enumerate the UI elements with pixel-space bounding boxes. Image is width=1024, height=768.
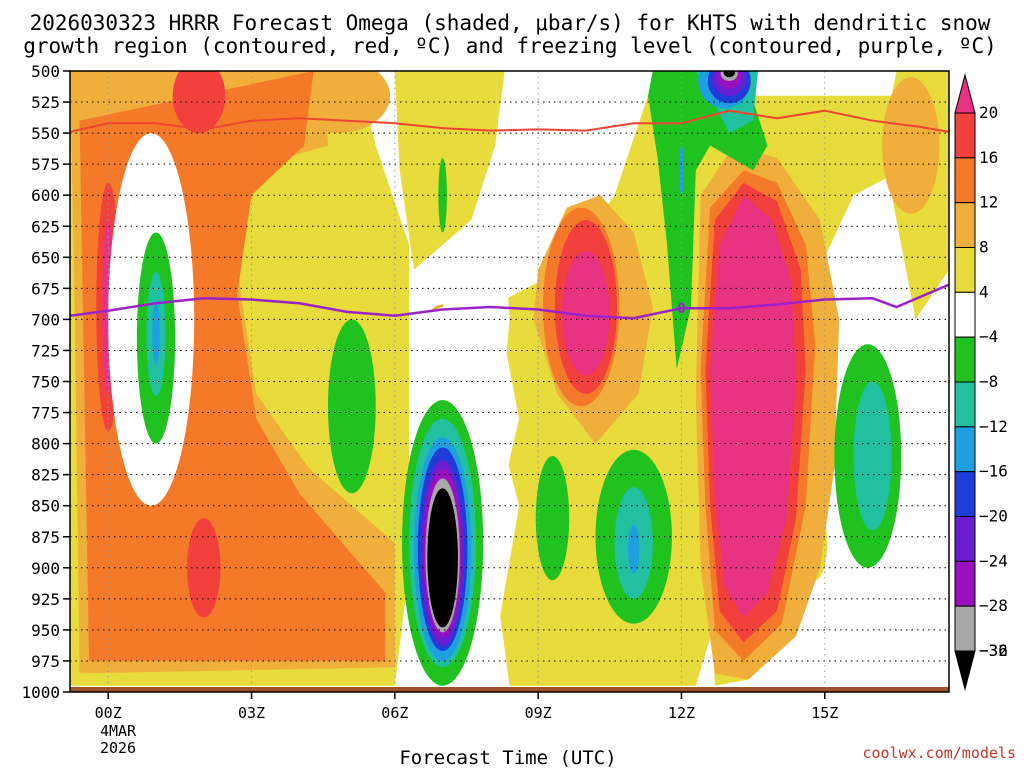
freezing-level-label: 0 — [677, 301, 685, 317]
colorbar-label-10: −24 — [979, 551, 1008, 570]
plot-area: 0 — [70, 71, 949, 692]
x-tick-label-12Z: 12Z — [668, 704, 695, 722]
y-tick-label-550: 550 — [31, 124, 60, 143]
omega-area-32 — [648, 71, 768, 370]
omega-area-11 — [882, 77, 940, 214]
colorbar-label-0: 20 — [979, 103, 998, 122]
y-tick-label-725: 725 — [31, 341, 60, 360]
colorbar-swatch-9 — [954, 471, 976, 517]
contour-lines: 0 — [70, 109, 949, 320]
colorbar-swatch-10 — [954, 516, 976, 562]
y-tick-label-600: 600 — [31, 186, 60, 205]
y-tick-label-850: 850 — [31, 497, 60, 516]
x-tick-label-06Z: 06Z — [381, 704, 408, 722]
omega-area-17 — [187, 518, 221, 618]
y-tick-label-625: 625 — [31, 217, 60, 236]
y-tick-label-925: 925 — [31, 590, 60, 609]
colorbar-label-3: 8 — [979, 238, 989, 257]
colorbar-swatch-3 — [954, 202, 976, 249]
ground-strip — [70, 687, 949, 692]
colorbar-swatch-2 — [954, 157, 976, 204]
y-tick-label-675: 675 — [31, 279, 60, 298]
colorbar-label-9: −20 — [979, 507, 1008, 526]
x-tick-label-00Z: 00Z — [95, 704, 122, 722]
colorbar-label-13: −36 — [979, 641, 1008, 660]
y-tick-label-800: 800 — [31, 435, 60, 454]
colorbar-label-5: −4 — [979, 327, 998, 346]
y-tick-label-525: 525 — [31, 93, 60, 112]
omega-area-21 — [562, 251, 610, 376]
omega-area-40 — [627, 524, 640, 575]
colorbar-swatch-7 — [954, 381, 976, 428]
omega-area-52 — [723, 71, 735, 78]
colorbar-label-6: −8 — [979, 372, 998, 391]
colorbar-swatch-12 — [954, 605, 976, 652]
colorbar-swatch-1 — [954, 112, 976, 159]
x-tick-label-09Z: 09Z — [525, 704, 552, 722]
y-tick-label-775: 775 — [31, 404, 60, 423]
y-axis: 500 525 550 575 600 625 650 675 700 725 750 775 800 8… — [21, 62, 70, 702]
y-tick-label-950: 950 — [31, 621, 60, 640]
source-credit: coolwx.com/models — [862, 744, 1016, 762]
omega-area-51 — [427, 488, 458, 628]
colorbar-cap-bottom — [954, 650, 976, 691]
y-tick-label-975: 975 — [31, 652, 60, 671]
omega-area-1 — [394, 71, 505, 270]
y-tick-label-900: 900 — [31, 559, 60, 578]
colorbar: 20 16 12 8 4 −4 −8 −12 −16 −20 −24 −28 −32−36 — [954, 73, 1008, 691]
colorbar-swatch-8 — [954, 426, 976, 473]
date-label-day: 4MAR — [100, 722, 137, 740]
omega-area-28 — [535, 456, 570, 581]
x-axis-label: Forecast Time (UTC) — [399, 747, 616, 768]
chart-title-line1: 2026030323 HRRR Forecast Omega (shaded, … — [30, 11, 991, 35]
omega-area-22 — [710, 195, 797, 618]
date-label-year: 2026 — [100, 739, 136, 757]
omega-area-26 — [327, 319, 376, 494]
omega-area-38 — [152, 303, 160, 366]
colorbar-swatch-6 — [954, 336, 976, 383]
chart-title-line2: growth region (contoured, red, ºC) and f… — [23, 34, 997, 58]
y-tick-label-650: 650 — [31, 248, 60, 267]
omega-area-16 — [172, 71, 226, 134]
colorbar-label-4: 4 — [979, 282, 989, 301]
colorbar-swatch-4 — [954, 247, 976, 293]
y-tick-label-825: 825 — [31, 466, 60, 485]
y-tick-label-575: 575 — [31, 155, 60, 174]
grid-lines — [70, 71, 949, 692]
colorbar-label-11: −28 — [979, 596, 1008, 615]
y-tick-label-500: 500 — [31, 62, 60, 81]
y-tick-label-750: 750 — [31, 373, 60, 392]
colorbar-label-1: 16 — [979, 148, 998, 167]
omega-area-31 — [438, 157, 447, 233]
colorbar-cap-top — [954, 73, 976, 114]
y-tick-label-875: 875 — [31, 528, 60, 547]
omega-shading — [70, 71, 949, 686]
dgz-contour-line — [70, 109, 949, 133]
freezing-level-line — [70, 283, 949, 320]
colorbar-label-2: 12 — [979, 193, 998, 212]
omega-area-36 — [853, 381, 892, 531]
y-tick-label-700: 700 — [31, 310, 60, 329]
colorbar-label-8: −16 — [979, 462, 1008, 481]
colorbar-label-7: −12 — [979, 417, 1008, 436]
x-tick-label-15Z: 15Z — [811, 704, 838, 722]
x-axis: 00Z 03Z 06Z 09Z 12Z 15Z — [95, 692, 838, 722]
colorbar-swatch-5 — [954, 291, 976, 338]
colorbar-label-12: −32 — [979, 641, 1008, 660]
x-tick-label-03Z: 03Z — [238, 704, 265, 722]
colorbar-swatch-11 — [954, 560, 976, 607]
y-tick-label-1000: 1000 — [21, 683, 60, 702]
